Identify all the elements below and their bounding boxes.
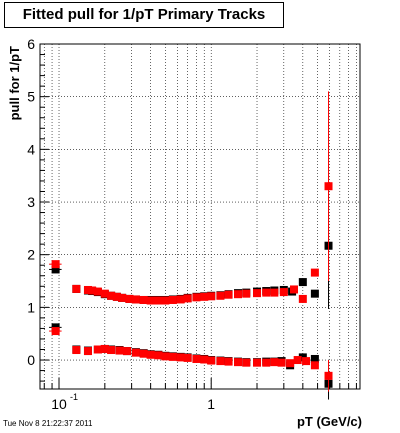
data-point-red xyxy=(146,350,155,359)
data-point-red xyxy=(270,288,279,297)
data-point-red xyxy=(270,358,279,367)
data-point-red xyxy=(234,290,243,299)
data-point-red xyxy=(216,357,225,366)
x-tick-label: 10 xyxy=(51,396,67,412)
data-point-black xyxy=(51,265,60,274)
data-point-red xyxy=(51,260,60,269)
data-point-red xyxy=(115,346,124,355)
data-point-red xyxy=(88,286,97,295)
data-point-red xyxy=(131,295,140,304)
data-point-red xyxy=(154,296,163,305)
data-point-red xyxy=(146,296,155,305)
plot-frame xyxy=(39,43,361,390)
data-point-red xyxy=(107,346,116,355)
data-point-red xyxy=(290,285,299,294)
data-point-red xyxy=(72,346,81,355)
data-point-red xyxy=(234,358,243,367)
data-point-red xyxy=(131,348,140,357)
data-point-black xyxy=(310,354,319,363)
data-point-black xyxy=(310,289,319,298)
data-point-red xyxy=(139,349,148,358)
data-point-red xyxy=(168,352,177,361)
data-point-red xyxy=(242,358,251,367)
data-point-red xyxy=(302,357,311,366)
data-point-red xyxy=(200,355,209,364)
grid-lines xyxy=(40,43,360,389)
x-axis-label: pT (GeV/c) xyxy=(297,414,362,429)
y-axis-label: pull for 1/pT xyxy=(7,46,22,120)
data-point-red xyxy=(262,358,271,367)
datestamp: Tue Nov 8 21:22:37 2011 xyxy=(3,419,93,428)
data-point-red xyxy=(298,294,307,303)
data-point-red xyxy=(161,352,170,361)
data-point-red xyxy=(324,182,333,191)
data-point-red xyxy=(253,289,262,298)
data-point-red xyxy=(93,345,102,354)
data-point-red xyxy=(310,361,319,370)
data-point-red xyxy=(100,344,109,353)
y-tick-label: 4 xyxy=(27,141,35,157)
data-point-red xyxy=(310,268,319,277)
data-point-red xyxy=(83,285,92,294)
data-point-red xyxy=(207,292,216,301)
chart-title: Fitted pull for 1/pT Primary Tracks xyxy=(22,6,266,23)
data-point-red xyxy=(200,292,209,301)
data-point-red xyxy=(192,354,201,363)
data-point-red xyxy=(286,359,295,368)
title-box: Fitted pull for 1/pT Primary Tracks xyxy=(4,2,284,28)
data-point-red xyxy=(123,347,132,356)
axis-tick-labels: 0 1 2 3 4 5 6 10 -1 1 xyxy=(27,36,215,412)
data-point-red xyxy=(83,347,92,356)
y-tick-label: 5 xyxy=(27,89,35,105)
x-tick-label-exponent: -1 xyxy=(70,392,78,402)
data-point-red xyxy=(224,290,233,299)
data-point-black xyxy=(298,278,307,287)
data-point-red xyxy=(293,356,302,365)
data-point-red xyxy=(279,288,288,297)
data-point-red xyxy=(107,291,116,300)
data-point-red xyxy=(93,287,102,296)
data-point-red xyxy=(277,358,286,367)
data-point-red xyxy=(324,371,333,380)
data-point-red xyxy=(51,327,60,336)
data-point-red xyxy=(192,293,201,302)
data-point-red xyxy=(168,295,177,304)
y-tick-label: 1 xyxy=(27,299,35,315)
data-point-red xyxy=(242,289,251,298)
data-point-red xyxy=(118,293,127,302)
data-point-red xyxy=(125,294,134,303)
y-tick-label: 3 xyxy=(27,194,35,210)
data-point-red xyxy=(139,295,148,304)
data-point-red xyxy=(216,291,225,300)
y-tick-label: 6 xyxy=(27,36,35,52)
data-point-red xyxy=(161,296,170,305)
data-point-red xyxy=(224,357,233,366)
data-point-red xyxy=(253,358,262,367)
x-tick-label: 1 xyxy=(207,396,215,412)
data-point-red xyxy=(183,353,192,362)
data-point-red xyxy=(176,353,185,362)
data-point-red xyxy=(183,294,192,303)
data-point-red xyxy=(262,288,271,297)
data-point-red xyxy=(72,284,81,293)
axis-ticks xyxy=(40,43,357,389)
data-point-red xyxy=(100,289,109,298)
y-tick-label: 0 xyxy=(27,352,35,368)
data-point-red xyxy=(207,356,216,365)
data-point-red xyxy=(112,292,121,301)
y-tick-label: 2 xyxy=(27,247,35,263)
data-point-red xyxy=(154,351,163,360)
data-points xyxy=(49,91,333,400)
data-point-red xyxy=(176,295,185,304)
